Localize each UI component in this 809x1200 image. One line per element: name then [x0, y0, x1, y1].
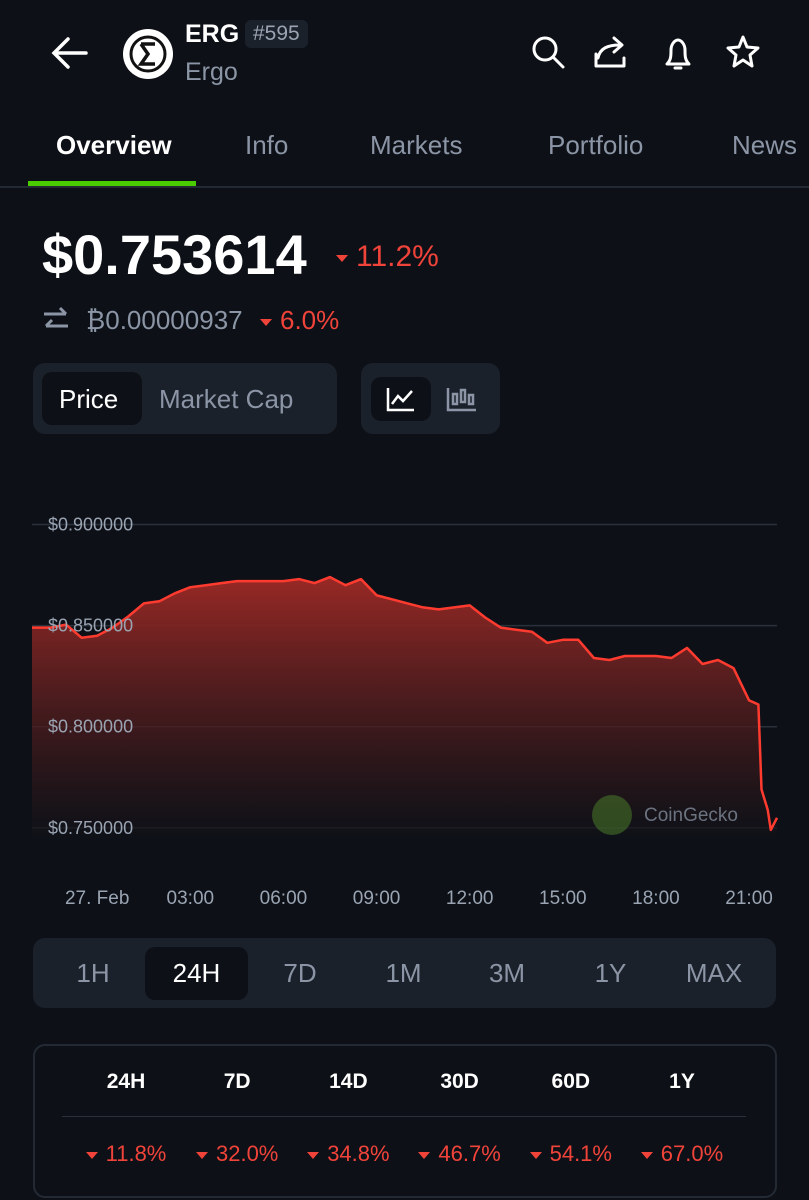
- down-arrow: [418, 1151, 431, 1159]
- down-arrow: [529, 1151, 542, 1159]
- tab[interactable]: Overview: [56, 130, 172, 160]
- price-usd-change: 11.2%: [336, 240, 439, 274]
- header-actions[interactable]: [530, 34, 770, 72]
- y-tick-label: $0.900000: [48, 514, 133, 534]
- price-line: [32, 575, 779, 832]
- perf-cell: 46.7%: [400, 1141, 520, 1167]
- back-button[interactable]: [50, 36, 90, 70]
- range-button[interactable]: MAX: [685, 958, 743, 988]
- usd-change-text: 11.2%: [356, 240, 439, 273]
- perf-header: 30D: [440, 1070, 479, 1093]
- perf-cell: 11.8%: [66, 1141, 186, 1167]
- y-tick-label: $0.800000: [48, 717, 133, 737]
- price-btc-change: 6.0%: [260, 305, 339, 336]
- selected-toggle: [42, 372, 142, 425]
- x-tick-label: 12:00: [446, 888, 494, 909]
- tab-divider: [0, 186, 809, 188]
- performance-table: [33, 1044, 777, 1198]
- down-arrow: [260, 318, 272, 326]
- range-button[interactable]: 3M: [488, 958, 526, 988]
- watermark: CoinGecko: [644, 805, 738, 826]
- btc-change-text: 6.0%: [280, 305, 340, 335]
- perf-header: 7D: [223, 1070, 251, 1093]
- perf-value: 11.8%: [105, 1141, 167, 1166]
- price-chart: CoinGecko 27. Feb 03:00 06:00 09:00 12:00 15:…: [32, 514, 779, 909]
- coin-name: Ergo: [185, 58, 238, 86]
- perf-cell: 34.8%: [288, 1141, 408, 1167]
- selected-range: [145, 947, 248, 1000]
- x-tick-label: 18:00: [632, 888, 680, 909]
- tab[interactable]: News: [732, 130, 798, 160]
- x-tick-label: 21:00: [725, 888, 773, 909]
- perf-header: 60D: [551, 1070, 591, 1093]
- table-divider: [62, 1116, 746, 1117]
- perf-cell: 32.0%: [177, 1141, 297, 1167]
- tab[interactable]: Markets: [370, 130, 463, 160]
- tab[interactable]: Portfolio: [548, 130, 644, 160]
- y-tick-label: $0.750000: [48, 818, 133, 838]
- perf-header: 14D: [329, 1070, 368, 1093]
- down-arrow: [307, 1151, 320, 1159]
- perf-header: 1Y: [669, 1070, 695, 1093]
- toggle-price[interactable]: Price: [59, 384, 119, 414]
- perf-cell: 67.0%: [622, 1141, 742, 1167]
- coin-symbol: ERG: [185, 20, 240, 48]
- x-tick-label: 09:00: [353, 888, 401, 909]
- x-tick-label: 15:00: [539, 888, 587, 909]
- perf-value: 32.0%: [215, 1141, 279, 1166]
- perf-value: 46.7%: [438, 1141, 501, 1166]
- tab[interactable]: Info: [245, 130, 289, 160]
- x-tick-label: 27. Feb: [65, 888, 129, 909]
- range-button[interactable]: 1H: [76, 958, 110, 988]
- y-tick-label: $0.850000: [48, 616, 133, 636]
- x-tick-label: 06:00: [260, 888, 308, 909]
- tab-indicator: [28, 181, 196, 186]
- range-button[interactable]: 1Y: [594, 958, 627, 988]
- perf-cell: 54.1%: [511, 1141, 631, 1167]
- perf-value: 34.8%: [327, 1141, 390, 1166]
- coin-logo: [123, 29, 173, 79]
- toggle-market-cap[interactable]: Market Cap: [159, 384, 294, 414]
- range-button[interactable]: 7D: [283, 958, 317, 988]
- swap-icon: [44, 306, 68, 328]
- down-arrow: [336, 254, 348, 262]
- watermark-logo: [592, 795, 632, 835]
- range-button[interactable]: 1M: [385, 958, 422, 988]
- perf-header: 24H: [106, 1070, 146, 1093]
- perf-value: 67.0%: [660, 1141, 724, 1166]
- down-arrow: [195, 1151, 208, 1159]
- area: [32, 577, 777, 840]
- range-button[interactable]: 24H: [172, 958, 221, 988]
- down-arrow: [640, 1151, 653, 1159]
- down-arrow: [85, 1151, 98, 1159]
- price-usd: $0.753614: [42, 223, 307, 286]
- chart-style-icons[interactable]: [386, 386, 486, 414]
- x-tick-label: 03:00: [167, 888, 215, 909]
- coin-rank: #595: [245, 20, 308, 48]
- perf-value: 54.1%: [549, 1141, 612, 1166]
- price-btc: ₿0.00000937: [86, 305, 243, 335]
